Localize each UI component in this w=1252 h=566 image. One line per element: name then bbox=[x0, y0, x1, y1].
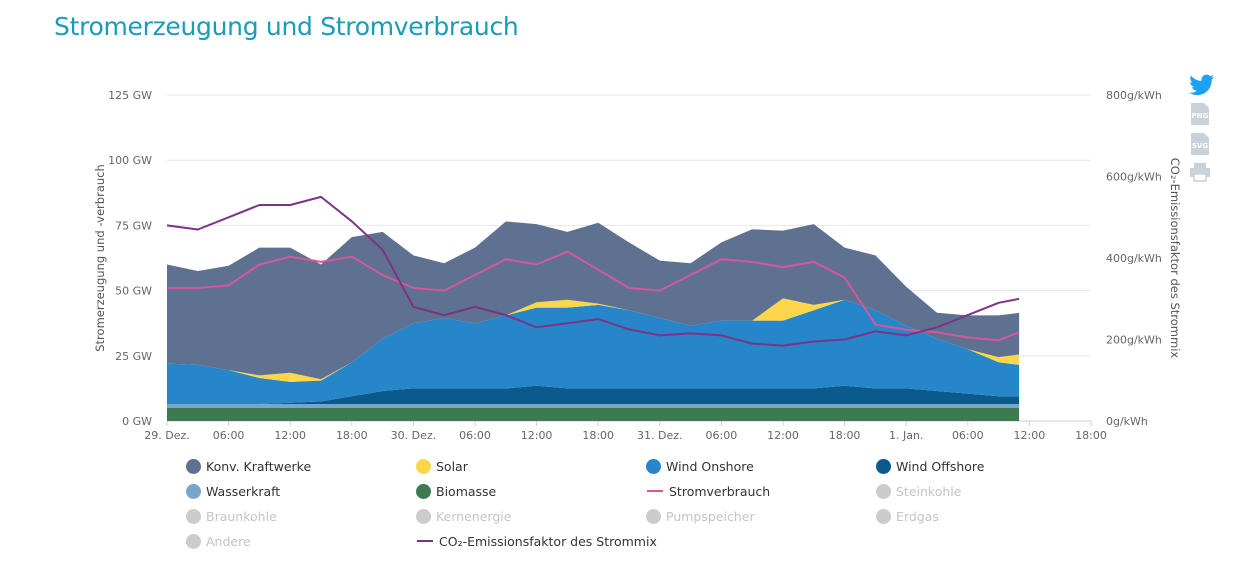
x-tick-label: 31. Dez. bbox=[637, 429, 683, 442]
x-tick-label: 18:00 bbox=[582, 429, 614, 442]
x-tick-label: 1. Jan. bbox=[889, 429, 923, 442]
y-right-tick-label: 200g/kWh bbox=[1106, 334, 1162, 347]
legend-label: Erdgas bbox=[896, 508, 939, 524]
y-right-tick-label: 0g/kWh bbox=[1106, 415, 1148, 428]
line-series bbox=[166, 195, 1020, 347]
legend-label: Braunkohle bbox=[206, 508, 277, 524]
x-tick-label: 12:00 bbox=[274, 429, 306, 442]
y-left-tick-label: 50 GW bbox=[115, 285, 152, 298]
legend-item[interactable]: Konv. Kraftwerke bbox=[186, 456, 311, 476]
svg-export-icon[interactable]: SVG bbox=[1189, 132, 1211, 156]
area-onshore bbox=[167, 299, 1020, 404]
legend-label: Steinkohle bbox=[896, 483, 962, 499]
svg-label: SVG bbox=[1192, 142, 1208, 150]
png-label: PNG bbox=[1192, 112, 1209, 120]
y-right-tick-label: 600g/kWh bbox=[1106, 171, 1162, 184]
y-left-tick-label: 0 GW bbox=[122, 415, 152, 428]
line-verbrauch bbox=[167, 250, 1020, 342]
legend-swatch bbox=[416, 458, 431, 474]
legend-swatch bbox=[646, 458, 661, 474]
y-axis-left-label: Stromerzeugung und -verbrauch bbox=[93, 164, 107, 352]
legend-swatch bbox=[876, 483, 891, 499]
x-tick-label: 18:00 bbox=[1075, 429, 1107, 442]
x-tick-label: 06:00 bbox=[706, 429, 738, 442]
legend-label: Pumpspeicher bbox=[666, 508, 755, 524]
png-export-icon[interactable]: PNG bbox=[1189, 102, 1211, 126]
x-tick-label: 12:00 bbox=[1014, 429, 1046, 442]
legend-swatch bbox=[876, 458, 891, 474]
page-title: Stromerzeugung und Stromverbrauch bbox=[54, 12, 519, 41]
legend-item[interactable]: Wasserkraft bbox=[186, 481, 280, 501]
legend-label: CO₂-Emissionsfaktor des Strommix bbox=[439, 533, 657, 549]
legend-swatch bbox=[186, 458, 201, 474]
y-left-tick-label: 25 GW bbox=[115, 350, 152, 363]
legend-item[interactable]: Andere bbox=[186, 531, 251, 551]
chart-toolbar: PNG SVG bbox=[1189, 74, 1217, 188]
legend-swatch bbox=[647, 490, 663, 492]
y-left-tick-label: 75 GW bbox=[115, 219, 152, 232]
legend-swatch bbox=[416, 483, 431, 499]
twitter-icon[interactable] bbox=[1189, 74, 1215, 96]
print-icon[interactable] bbox=[1189, 162, 1211, 182]
legend-label: Andere bbox=[206, 533, 251, 549]
y-left-tick-label: 125 GW bbox=[108, 89, 152, 102]
x-tick-label: 06:00 bbox=[952, 429, 984, 442]
legend-item[interactable]: Pumpspeicher bbox=[646, 506, 755, 526]
legend-label: Wind Offshore bbox=[896, 458, 985, 474]
legend-swatch bbox=[646, 508, 661, 524]
legend-label: Wasserkraft bbox=[206, 483, 281, 499]
x-tick-label: 18:00 bbox=[829, 429, 861, 442]
y-axis-right-label: CO₂-Emissionsfaktor des Strommix bbox=[1168, 158, 1182, 359]
line-co2 bbox=[166, 195, 1020, 347]
legend-item[interactable]: Wind Onshore bbox=[646, 456, 754, 476]
area-wasser bbox=[167, 404, 1020, 408]
legend-swatch bbox=[416, 508, 431, 524]
y-right-tick-label: 800g/kWh bbox=[1106, 89, 1162, 102]
y-right-tick-label: 400g/kWh bbox=[1106, 252, 1162, 265]
x-tick-label: 12:00 bbox=[767, 429, 799, 442]
legend-swatch bbox=[186, 483, 201, 499]
legend-item[interactable]: Braunkohle bbox=[186, 506, 277, 526]
legend-label: Stromverbrauch bbox=[669, 483, 771, 499]
x-tick-label: 06:00 bbox=[213, 429, 245, 442]
x-tick-label: 29. Dez. bbox=[144, 429, 190, 442]
x-tick-label: 18:00 bbox=[336, 429, 368, 442]
legend-item[interactable]: Wind Offshore bbox=[876, 456, 984, 476]
axis-ticks: 0 GW 25 GW 50 GW 75 GW 100 GW 125 GW 0g/kWh 200… bbox=[108, 89, 1162, 442]
legend-item[interactable]: Steinkohle bbox=[876, 481, 961, 501]
x-tick-label: 06:00 bbox=[459, 429, 491, 442]
stacked-areas bbox=[167, 221, 1020, 421]
legend-item[interactable]: Biomasse bbox=[416, 481, 496, 501]
legend-label: Kernenergie bbox=[436, 508, 512, 524]
legend-label: Solar bbox=[436, 458, 468, 474]
area-offshore bbox=[167, 385, 1020, 405]
legend-item[interactable]: Stromverbrauch bbox=[646, 481, 770, 501]
legend-item[interactable]: Erdgas bbox=[876, 506, 939, 526]
area-konv bbox=[167, 221, 1020, 380]
legend-item[interactable]: CO₂-Emissionsfaktor des Strommix bbox=[416, 531, 657, 551]
legend-swatch bbox=[186, 533, 201, 549]
legend-swatch bbox=[417, 540, 433, 542]
legend-item[interactable]: Solar bbox=[416, 456, 468, 476]
legend-label: Biomasse bbox=[436, 483, 497, 499]
legend-label: Wind Onshore bbox=[666, 458, 754, 474]
legend-item[interactable]: Kernenergie bbox=[416, 506, 511, 526]
x-tick-label: 12:00 bbox=[521, 429, 553, 442]
area-biomasse bbox=[167, 407, 1020, 421]
legend-swatch bbox=[186, 508, 201, 524]
legend-swatch bbox=[876, 508, 891, 524]
x-tick-label: 30. Dez. bbox=[391, 429, 437, 442]
y-left-tick-label: 100 GW bbox=[108, 154, 152, 167]
legend-label: Konv. Kraftwerke bbox=[206, 458, 312, 474]
